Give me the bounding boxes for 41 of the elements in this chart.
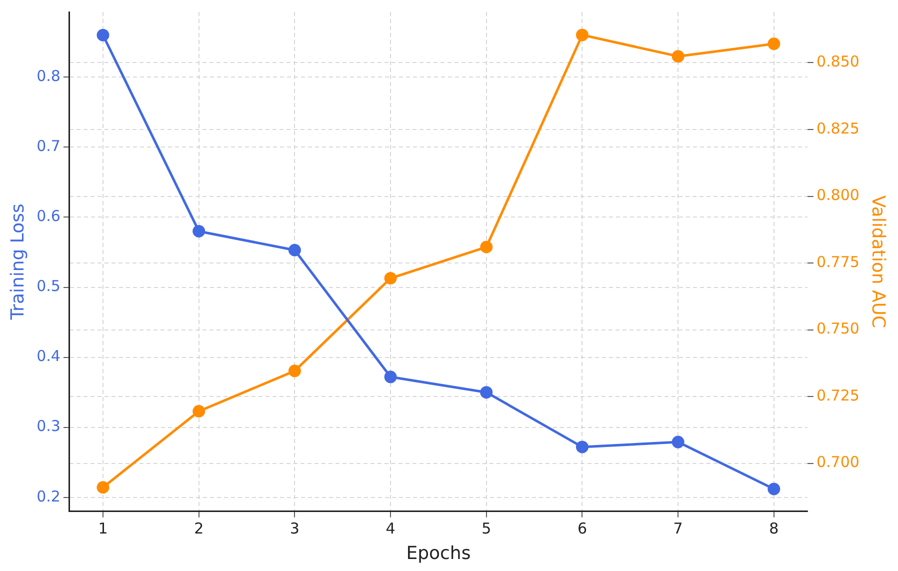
point (384, 370, 397, 384)
x-tick-label: 2 (194, 519, 204, 538)
point (192, 224, 206, 238)
y-tick-label: 0.2 (36, 487, 60, 506)
y2-axis-title: Validation AUC (868, 195, 889, 328)
x-tick-label: 1 (98, 519, 108, 538)
y2-tick-label: 0.825 (816, 119, 860, 138)
point (192, 405, 206, 418)
y-tick-label: 0.7 (36, 137, 60, 156)
y2-tick-label: 0.725 (816, 386, 860, 404)
point (288, 244, 301, 256)
point (576, 28, 588, 42)
x-tick-label: 4 (386, 519, 396, 538)
point (672, 436, 684, 448)
y2-tick-label: 0.700 (816, 453, 860, 472)
point (768, 482, 780, 496)
x-tick-label: 5 (482, 519, 492, 538)
y2-tick-label: 0.775 (816, 252, 860, 271)
y2-tick-label: 0.800 (816, 186, 860, 204)
x-tick-label: 7 (673, 519, 683, 538)
point (576, 440, 588, 454)
y-tick-label: 0.4 (36, 347, 60, 366)
y2-tick-label: 0.850 (816, 52, 860, 71)
y2-tick-label: 0.750 (816, 320, 860, 338)
point (384, 272, 397, 285)
point (480, 240, 493, 254)
point (288, 364, 301, 378)
point (672, 50, 684, 63)
y-tick-label: 0.6 (36, 207, 60, 226)
y-axis-title: Training Loss (7, 204, 28, 321)
x-tick-label: 8 (769, 519, 779, 538)
point (768, 38, 780, 50)
x-tick-label: 3 (290, 519, 300, 538)
point (96, 28, 110, 42)
point (96, 481, 110, 494)
y-tick-label: 0.8 (36, 67, 60, 86)
x-tick-label: 6 (577, 519, 587, 538)
x-axis-title: Epochs (406, 542, 471, 564)
y-tick-label: 0.5 (36, 277, 60, 296)
y-tick-label: 0.3 (36, 417, 60, 436)
point (480, 386, 493, 399)
